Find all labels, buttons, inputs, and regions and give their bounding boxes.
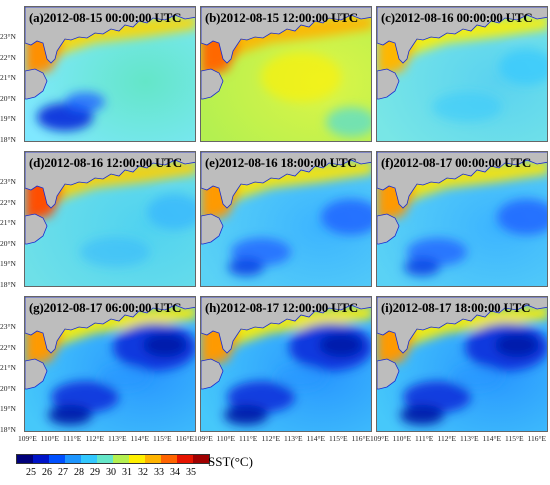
longitude-tick-label: 111°E	[415, 434, 434, 443]
colorbar-tick-label: 25	[26, 467, 36, 478]
colorbar-segment	[97, 455, 113, 463]
longitude-tick-label: 109°E	[194, 434, 213, 443]
sst-map-panel: (b)2012-08-15 12:00:00 UTC	[200, 6, 372, 142]
colorbar-segment	[65, 455, 81, 463]
latitude-tick-label: 21°N	[0, 218, 16, 227]
longitude-tick-label: 114°E	[482, 434, 502, 443]
colorbar-tick-label: 32	[138, 467, 148, 478]
latitude-tick-label: 19°N	[0, 259, 16, 268]
latitude-tick-label: 19°N	[0, 404, 16, 413]
longitude-tick-label: 114°E	[130, 434, 150, 443]
latitude-tick-label: 20°N	[0, 238, 16, 248]
colorbar-segment	[113, 455, 129, 463]
sst-map-panel: (i)2012-08-17 18:00:00 UTC	[376, 296, 548, 432]
longitude-tick-label: 112°E	[261, 434, 281, 443]
panel-title: (h)2012-08-17 12:00:00 UTC	[205, 300, 358, 315]
colorbar-tick-label: 28	[74, 467, 84, 478]
colorbar-segment	[145, 455, 161, 463]
panel-title: (g)2012-08-17 06:00:00 UTC	[29, 300, 182, 315]
latitude-tick-label: 23°N	[0, 322, 16, 331]
colorbar-tick-label: 29	[90, 467, 100, 478]
longitude-tick-label: 111°E	[63, 434, 82, 443]
sst-map-panel: (h)2012-08-17 12:00:00 UTC	[200, 296, 372, 432]
latitude-tick-label: 21°N	[0, 73, 16, 82]
colorbar-tick-label: 34	[170, 467, 180, 478]
colorbar-tick-label: 30	[106, 467, 116, 478]
panel-title: (e)2012-08-16 18:00:00 UTC	[205, 155, 357, 170]
sst-field	[201, 7, 371, 141]
longitude-tick-label: 110°E	[40, 434, 60, 443]
sst-map-panel: (g)2012-08-17 06:00:00 UTC	[24, 296, 196, 432]
latitude-tick-label: 22°N	[0, 342, 16, 352]
longitude-tick-label: 116°E	[175, 434, 195, 443]
longitude-tick-label: 113°E	[108, 434, 127, 443]
colorbar-segment	[177, 455, 193, 463]
sst-map-panel: (d)2012-08-16 12:00:00 UTC	[24, 151, 196, 287]
sst-field	[25, 152, 195, 286]
longitude-tick-label: 115°E	[329, 434, 348, 443]
longitude-tick-label: 113°E	[284, 434, 303, 443]
longitude-tick-label: 111°E	[239, 434, 258, 443]
latitude-tick-label: 22°N	[0, 52, 16, 62]
panel-title: (b)2012-08-15 12:00:00 UTC	[205, 10, 358, 25]
colorbar-segment	[129, 455, 145, 463]
longitude-tick-label: 116°E	[527, 434, 547, 443]
latitude-tick-label: 23°N	[0, 177, 16, 186]
colorbar-tick-label: 35	[186, 467, 196, 478]
sst-field	[25, 297, 195, 431]
sst-map-panel: (f)2012-08-17 00:00:00 UTC	[376, 151, 548, 287]
colorbar-tick-label: 33	[154, 467, 164, 478]
sst-field	[377, 7, 547, 141]
colorbar-tick-label: 26	[42, 467, 52, 478]
sst-field	[201, 152, 371, 286]
colorbar-segment	[81, 455, 97, 463]
colorbar-segment	[33, 455, 49, 463]
colorbar-segment	[161, 455, 177, 463]
latitude-tick-label: 19°N	[0, 114, 16, 123]
latitude-tick-label: 18°N	[0, 279, 16, 289]
latitude-tick-label: 22°N	[0, 197, 16, 207]
longitude-tick-label: 116°E	[351, 434, 371, 443]
latitude-tick-label: 20°N	[0, 383, 16, 393]
panel-title: (d)2012-08-16 12:00:00 UTC	[29, 155, 182, 170]
latitude-tick-label: 18°N	[0, 424, 16, 434]
longitude-tick-label: 109°E	[18, 434, 37, 443]
colorbar-segment	[17, 455, 33, 463]
panel-title: (i)2012-08-17 18:00:00 UTC	[381, 300, 531, 315]
longitude-tick-label: 114°E	[306, 434, 326, 443]
longitude-tick-label: 115°E	[153, 434, 172, 443]
colorbar-tick-label: 27	[58, 467, 68, 478]
sst-map-panel: (c)2012-08-16 00:00:00 UTC	[376, 6, 548, 142]
latitude-tick-label: 18°N	[0, 134, 16, 144]
longitude-tick-label: 110°E	[216, 434, 236, 443]
longitude-tick-label: 115°E	[505, 434, 524, 443]
panel-title: (f)2012-08-17 00:00:00 UTC	[381, 155, 532, 170]
sst-field	[377, 297, 547, 431]
latitude-tick-label: 23°N	[0, 32, 16, 41]
sst-field	[201, 297, 371, 431]
latitude-tick-label: 21°N	[0, 363, 16, 372]
longitude-tick-label: 112°E	[85, 434, 105, 443]
sst-map-panel: (a)2012-08-15 00:00:00 UTC	[24, 6, 196, 142]
longitude-tick-label: 113°E	[460, 434, 479, 443]
sst-colorbar	[16, 454, 210, 464]
colorbar-segment	[49, 455, 65, 463]
longitude-tick-label: 112°E	[437, 434, 457, 443]
colorbar-segment	[193, 455, 209, 463]
panel-title: (c)2012-08-16 00:00:00 UTC	[381, 10, 533, 25]
longitude-tick-label: 110°E	[392, 434, 412, 443]
colorbar-label: SST(°C)	[208, 454, 253, 469]
latitude-tick-label: 20°N	[0, 93, 16, 103]
colorbar-tick-label: 31	[122, 467, 132, 478]
sst-map-panel: (e)2012-08-16 18:00:00 UTC	[200, 151, 372, 287]
sst-field	[377, 152, 547, 286]
longitude-tick-label: 109°E	[370, 434, 389, 443]
sst-field	[25, 7, 195, 141]
panel-title: (a)2012-08-15 00:00:00 UTC	[29, 10, 182, 25]
